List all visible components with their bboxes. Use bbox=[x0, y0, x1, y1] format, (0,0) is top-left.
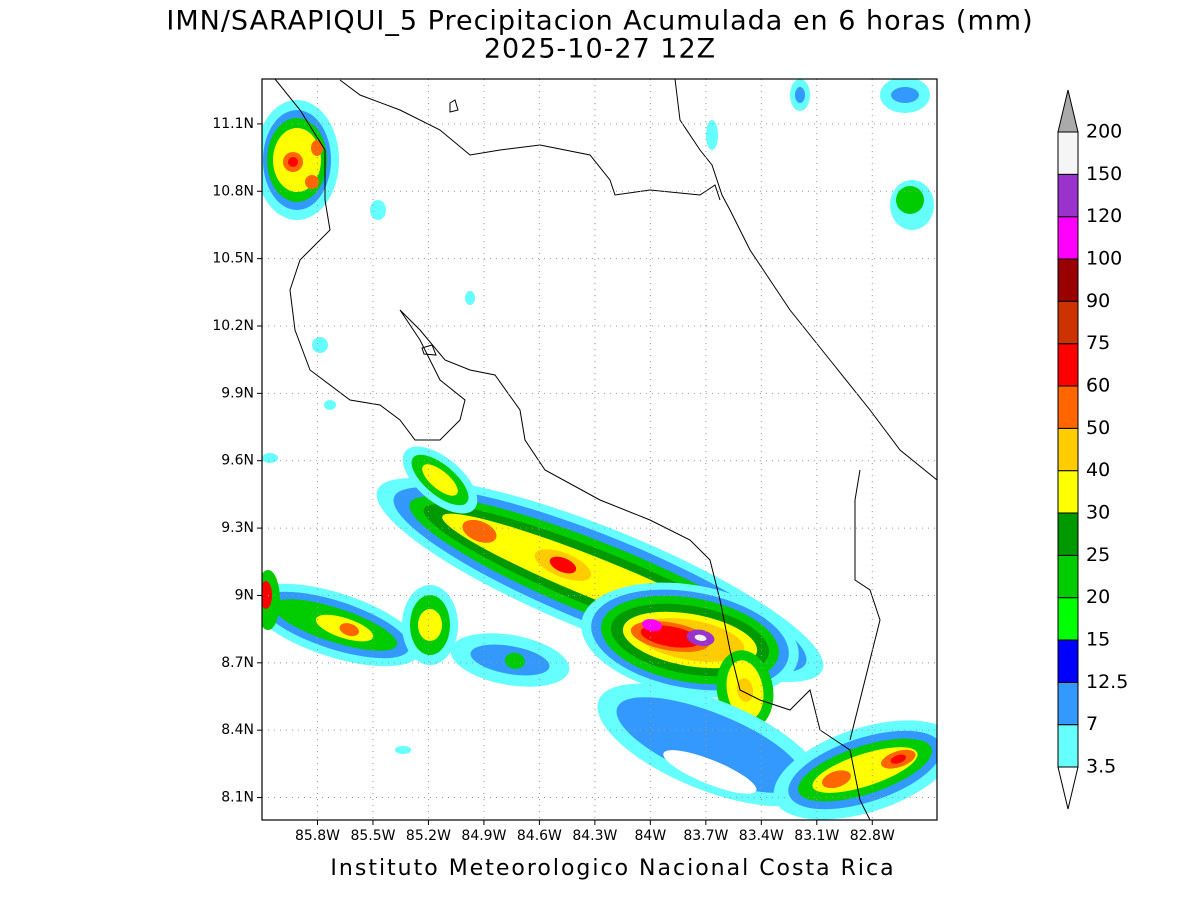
colorbar-box bbox=[1057, 512, 1079, 556]
lon-tick-label: 84.6W bbox=[517, 828, 562, 844]
colorbar-box bbox=[1057, 258, 1079, 302]
lat-tick-label: 9.9N bbox=[221, 385, 254, 401]
lat-tick-label: 8.7N bbox=[221, 655, 254, 671]
colorbar-box bbox=[1057, 385, 1079, 429]
colorbar: 3.5 7 12.5 15 20 25 30 40 50 60 75 90 100 120 150 200 bbox=[1057, 89, 1128, 810]
colorbar-box bbox=[1057, 470, 1079, 514]
colorbar-label: 30 bbox=[1086, 502, 1110, 524]
lat-tick-label: 8.4N bbox=[221, 722, 254, 738]
lon-tick-label: 84W bbox=[635, 828, 667, 844]
colorbar-label: 25 bbox=[1086, 544, 1110, 566]
coastlines bbox=[274, 79, 937, 820]
colorbar-label: 90 bbox=[1086, 290, 1110, 312]
lon-tick-label: 85.8W bbox=[295, 828, 340, 844]
lat-tick-label: 9.6N bbox=[221, 453, 254, 469]
footer: Instituto Meteorologico Nacional Costa R… bbox=[330, 856, 895, 881]
colorbar-label: 200 bbox=[1086, 121, 1122, 143]
colorbar-label: 7 bbox=[1086, 713, 1098, 735]
colorbar-label: 50 bbox=[1086, 417, 1110, 439]
colorbar-label: 100 bbox=[1086, 248, 1122, 270]
colorbar-box bbox=[1057, 173, 1079, 218]
colorbar-box bbox=[1057, 343, 1079, 387]
grid: 8.1N 8.4N 8.7N 9N 9.3N 9.6N 9.9N 10.2N 10.5N 10.8… bbox=[212, 79, 937, 844]
plot-frame bbox=[261, 78, 938, 821]
colorbar-label: 15 bbox=[1086, 629, 1110, 651]
colorbar-label: 3.5 bbox=[1086, 756, 1116, 778]
lat-tick-label: 9.3N bbox=[221, 520, 254, 536]
colorbar-label: 120 bbox=[1086, 205, 1122, 227]
precipitation-field bbox=[262, 79, 937, 820]
lon-tick-label: 85.2W bbox=[406, 828, 451, 844]
subtitle: 2025-10-27 12Z bbox=[484, 34, 716, 65]
colorbar-box bbox=[1057, 216, 1079, 260]
colorbar-box bbox=[1057, 724, 1079, 768]
lon-tick-label: 82.8W bbox=[850, 828, 895, 844]
colorbar-box bbox=[1057, 554, 1079, 599]
plot-area bbox=[262, 79, 937, 820]
colorbar-over bbox=[1057, 89, 1079, 133]
lon-tick-label: 83.4W bbox=[739, 828, 784, 844]
lon-tick-label: 83.1W bbox=[794, 828, 839, 844]
colorbar-box bbox=[1057, 131, 1079, 175]
lat-tick-label: 11.1N bbox=[212, 116, 254, 132]
lon-tick-label: 84.3W bbox=[572, 828, 617, 844]
colorbar-label: 20 bbox=[1086, 586, 1110, 608]
colorbar-label: 75 bbox=[1086, 332, 1110, 354]
colorbar-label: 40 bbox=[1086, 459, 1110, 481]
colorbar-label: 60 bbox=[1086, 375, 1110, 397]
colorbar-label: 150 bbox=[1086, 163, 1122, 185]
lon-tick-label: 85.5W bbox=[350, 828, 395, 844]
colorbar-box bbox=[1057, 427, 1079, 472]
colorbar-box bbox=[1057, 300, 1079, 345]
lat-tick-label: 9N bbox=[235, 587, 254, 603]
lat-tick-label: 10.2N bbox=[212, 318, 254, 334]
colorbar-box bbox=[1057, 597, 1079, 641]
lat-tick-label: 10.8N bbox=[212, 183, 254, 199]
colorbar-label: 12.5 bbox=[1086, 671, 1128, 693]
lon-tick-label: 84.9W bbox=[461, 828, 506, 844]
lon-tick-label: 83.7W bbox=[683, 828, 728, 844]
colorbar-under bbox=[1057, 766, 1079, 810]
lat-tick-label: 10.5N bbox=[212, 251, 254, 267]
colorbar-box bbox=[1057, 639, 1079, 683]
colorbar-box bbox=[1057, 681, 1079, 726]
title: IMN/SARAPIQUI_5 Precipitacion Acumulada … bbox=[166, 6, 1033, 37]
lat-tick-label: 8.1N bbox=[221, 790, 254, 806]
